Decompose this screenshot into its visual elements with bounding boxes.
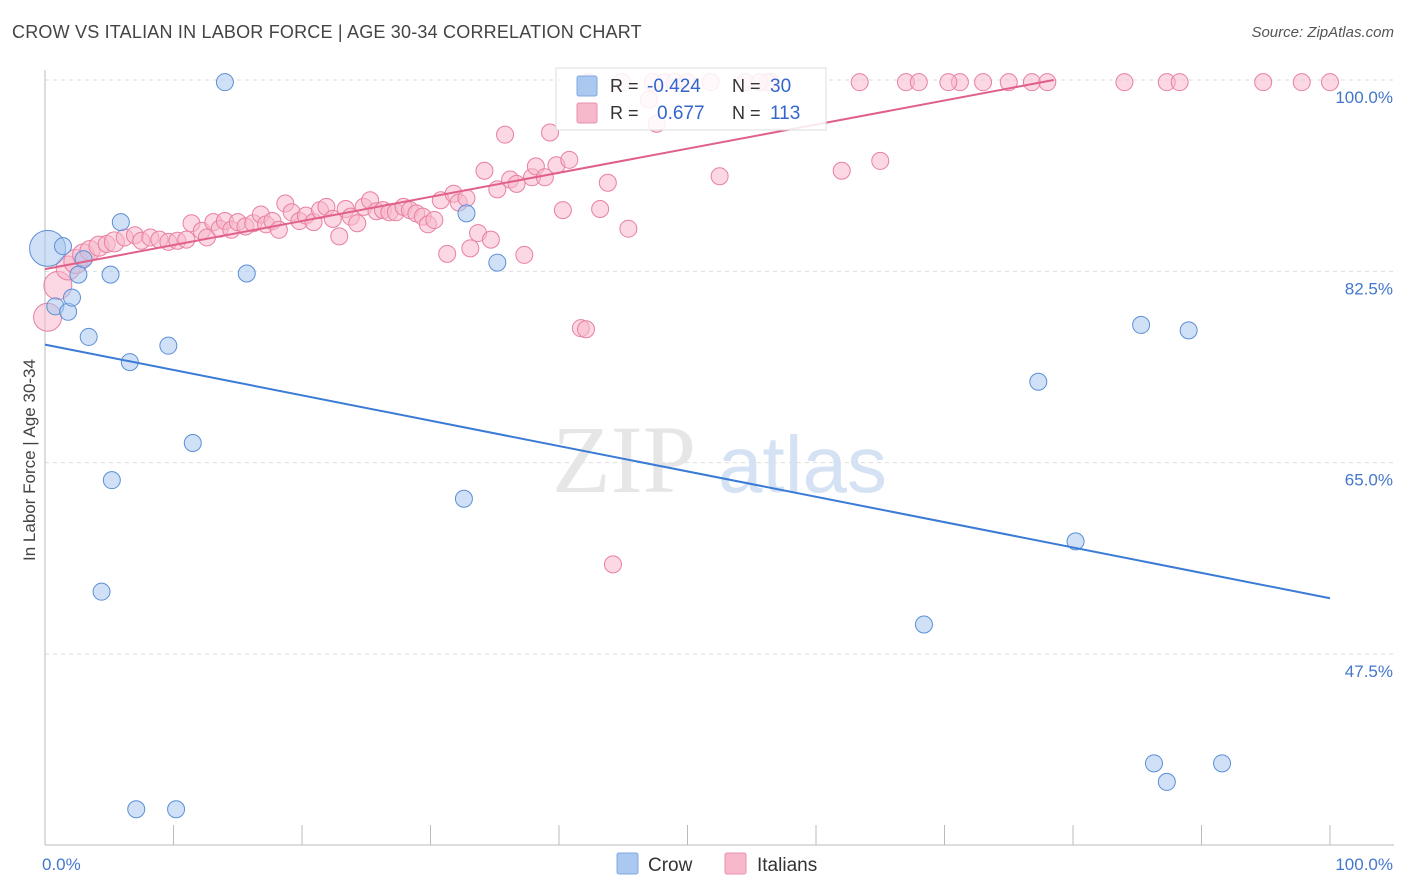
- legend-swatch-crow: [576, 75, 598, 97]
- crow-point-13: [183, 433, 202, 452]
- crow-point-26: [1144, 754, 1163, 773]
- italians-point-65: [496, 125, 515, 144]
- italians-point-110: [939, 73, 958, 92]
- crow-point-17: [167, 800, 186, 819]
- legend-r-italians: 0.677: [657, 103, 705, 124]
- crow-point-4: [62, 288, 81, 307]
- y-tick-label-2: 65.0%: [1345, 471, 1393, 490]
- crow-point-23: [1029, 372, 1048, 391]
- italians-point-96: [850, 73, 869, 92]
- x-tick-label-left: 0.0%: [42, 855, 81, 874]
- crow-point-9: [111, 213, 130, 232]
- italians-point-101: [999, 73, 1018, 92]
- legend-n-label-crow: N =: [732, 76, 761, 96]
- legend: R = -0.424 N = 30 R = 0.677 N = 113: [555, 67, 827, 131]
- italians-point-68: [515, 245, 534, 264]
- italians-point-54: [425, 210, 444, 229]
- italians-point-80: [598, 173, 617, 192]
- trend-lines: [44, 79, 1331, 600]
- italians-point-63: [481, 230, 500, 249]
- italians-point-60: [461, 239, 480, 258]
- series-legend-crow: Crow: [648, 855, 693, 876]
- crow-point-28: [1179, 321, 1198, 340]
- legend-r-label-crow: R =: [610, 76, 639, 96]
- crow-point-6: [69, 265, 88, 284]
- crow-point-25: [1132, 315, 1151, 334]
- italians-point-95: [832, 161, 851, 180]
- crow-point-14: [102, 471, 121, 490]
- italians-point-74: [553, 201, 572, 220]
- y-tick-label-1: 82.5%: [1345, 279, 1393, 298]
- italians-trend-line: [44, 79, 1054, 271]
- crow-point-22: [914, 615, 933, 634]
- chart-title: CROW VS ITALIAN IN LABOR FORCE | AGE 30-…: [12, 22, 642, 42]
- legend-n-crow: 30: [770, 76, 791, 97]
- italians-point-107: [1254, 73, 1273, 92]
- series-legend-swatch-crow: [616, 852, 639, 875]
- crow-point-8: [101, 265, 120, 284]
- italians-point-62: [475, 161, 494, 180]
- x-tick-label-right: 100.0%: [1335, 855, 1393, 874]
- italians-point-84: [619, 219, 638, 238]
- series-legend-italians: Italians: [757, 855, 817, 876]
- italians-point-92: [710, 167, 729, 186]
- crow-trend-line: [44, 343, 1331, 600]
- italians-point-81: [603, 555, 622, 574]
- x-tick-labels: 0.0% 100.0%: [42, 855, 1393, 874]
- legend-r-crow: -0.424: [647, 76, 701, 97]
- series-legend-swatch-italians: [724, 852, 747, 875]
- italians-point-42: [348, 214, 367, 233]
- italians-point-16: [177, 230, 196, 249]
- crow-point-18: [237, 264, 256, 283]
- legend-n-italians: 113: [770, 103, 800, 124]
- y-tick-label-0: 100.0%: [1335, 88, 1393, 107]
- italians-point-111: [974, 73, 993, 92]
- crow-point-5: [74, 250, 93, 269]
- y-tick-labels: 100.0% 82.5% 65.0% 47.5%: [1335, 88, 1393, 681]
- gridlines: [45, 79, 1395, 655]
- crow-point-7: [79, 327, 98, 346]
- crow-point-29: [1213, 754, 1232, 773]
- crow-point-16: [127, 800, 146, 819]
- italians-point-39: [330, 227, 349, 246]
- italians-point-75: [560, 150, 579, 169]
- italians-point-67: [507, 174, 526, 193]
- italians-point-99: [909, 73, 928, 92]
- axes: [44, 70, 1394, 846]
- italians-point-77: [576, 320, 595, 339]
- crow-point-12: [215, 73, 234, 92]
- crow-point-27: [1157, 772, 1176, 791]
- italians-point-108: [1292, 73, 1311, 92]
- crow-points: [29, 73, 1232, 819]
- y-tick-label-3: 47.5%: [1345, 662, 1393, 681]
- crow-point-1: [53, 237, 72, 256]
- crow-point-21: [488, 253, 507, 272]
- italians-point-109: [1321, 73, 1339, 92]
- crow-point-11: [159, 336, 178, 355]
- crow-point-24: [1066, 532, 1085, 551]
- italians-point-104: [1115, 73, 1134, 92]
- legend-swatch-italians: [576, 102, 598, 124]
- italians-point-97: [871, 151, 890, 170]
- italians-point-106: [1170, 73, 1189, 92]
- legend-n-label-italians: N =: [732, 103, 761, 123]
- italians-point-56: [438, 244, 457, 263]
- italians-point-72: [541, 123, 560, 142]
- watermark-atlas: atlas: [718, 420, 887, 509]
- italians-point-79: [591, 200, 610, 219]
- crow-point-19: [454, 489, 473, 508]
- watermark: ZIP atlas: [552, 406, 887, 513]
- legend-r-label-italians: R =: [610, 103, 639, 123]
- source-label: Source: ZipAtlas.com: [1251, 24, 1394, 41]
- crow-point-15: [92, 582, 111, 601]
- crow-point-20: [457, 204, 476, 223]
- series-legend: Crow Italians: [616, 852, 817, 876]
